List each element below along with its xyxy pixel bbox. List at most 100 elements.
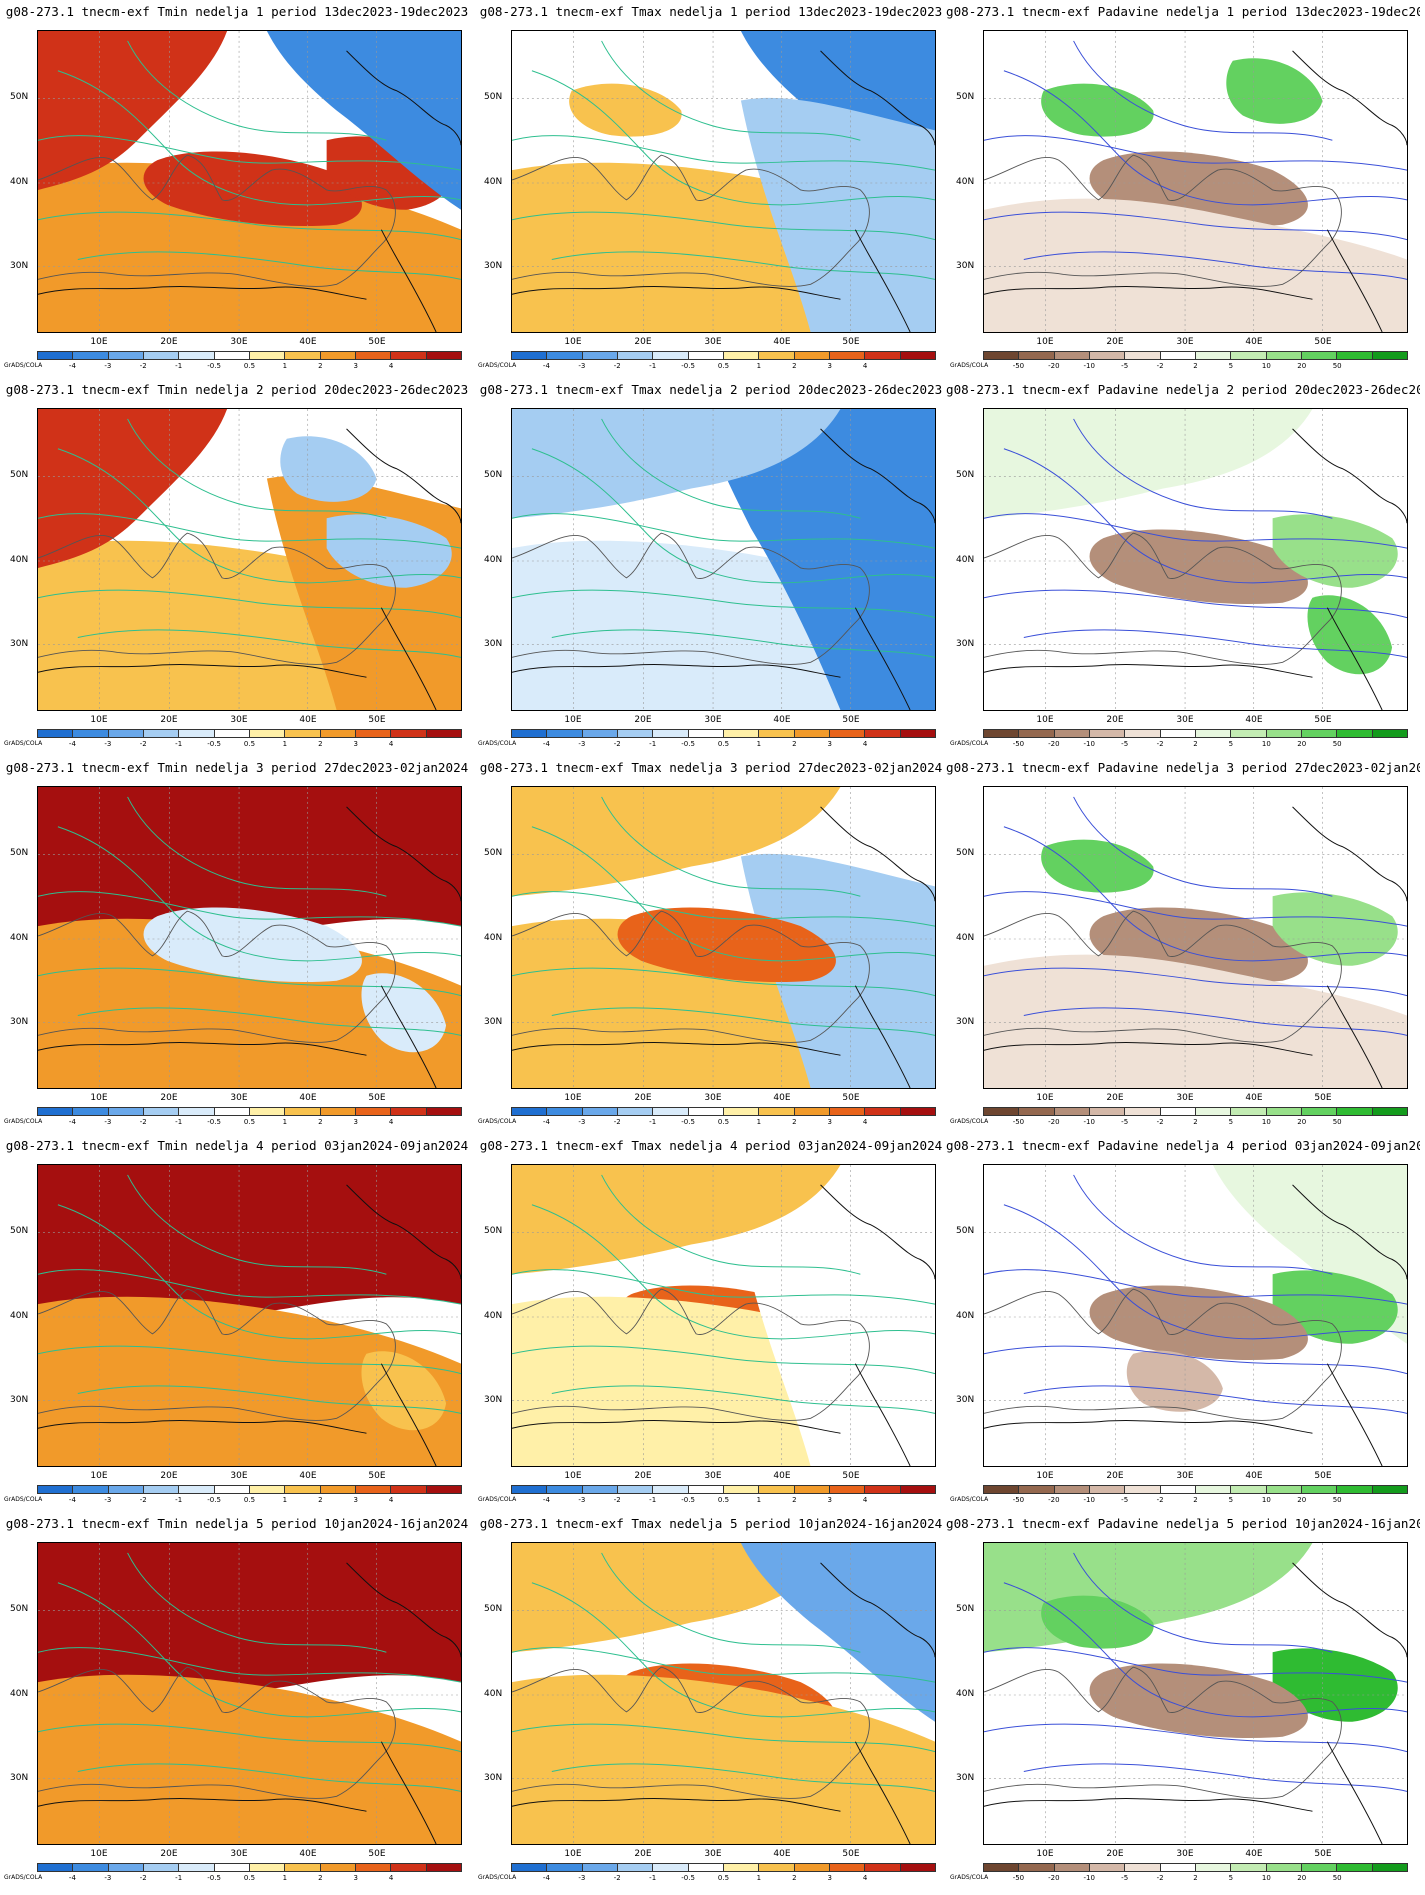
legend-swatch (1195, 730, 1232, 737)
border-line (512, 50, 935, 332)
latitude-label: 40N (10, 1689, 29, 1699)
anomaly-region (143, 907, 362, 983)
contour-line (512, 1647, 935, 1683)
legend-tick-label: 20 (1297, 362, 1307, 370)
panel-title: g08-273.1 tnecm-exf Tmin nedelja 5 perio… (5, 1516, 469, 1531)
contour-line (512, 135, 935, 171)
legend-swatch (582, 730, 618, 737)
contour-line (77, 1385, 461, 1414)
contour-line (984, 1269, 1407, 1305)
color-legend-bar (37, 1107, 462, 1116)
contour-line (38, 589, 461, 619)
legend-swatch (688, 1486, 724, 1493)
legend-tick-label: -2 (139, 362, 147, 370)
longitude-label: 50E (368, 715, 386, 725)
legend-tick-label: 4 (388, 740, 394, 748)
legend-swatch (38, 352, 74, 359)
contour-line (1023, 629, 1407, 658)
legend-tick-label: 2 (792, 1496, 797, 1504)
grads-credit: GrADS/COLA (950, 1874, 989, 1881)
anomaly-region (512, 409, 841, 519)
legend-swatch (38, 1108, 74, 1115)
legend-swatch (512, 1486, 548, 1493)
contour-line (57, 70, 461, 206)
legend-swatch (723, 1864, 760, 1871)
legend-tick-label: -2 (1156, 362, 1164, 370)
map-plot-area (511, 1164, 936, 1467)
legend-tick-label: -10 (1083, 1874, 1095, 1882)
legend-tick-label: -20 (1048, 362, 1060, 370)
legend-swatch (900, 352, 935, 359)
legend-swatch (1301, 1864, 1338, 1871)
latitude-label: 50N (10, 470, 29, 480)
legend-swatch (1231, 730, 1267, 737)
legend-swatch (320, 730, 356, 737)
longitude-label: 10E (1036, 1849, 1054, 1859)
longitude-label: 10E (90, 337, 108, 347)
map-panel-tmin-week-2: g08-273.1 tnecm-exf Tmin nedelja 2 perio… (0, 378, 474, 756)
legend-swatch (1054, 1864, 1090, 1871)
longitude-label: 20E (634, 715, 652, 725)
legend-tick-label: 0.5 (717, 740, 730, 748)
legend-swatch (355, 1108, 392, 1115)
border-line (984, 1184, 1407, 1466)
panel-title: g08-273.1 tnecm-exf Tmin nedelja 1 perio… (5, 4, 469, 19)
legend-tick-label: 1 (282, 1874, 288, 1882)
contour-line (38, 1647, 461, 1683)
legend-swatch (688, 730, 724, 737)
map-plot-area (511, 786, 936, 1089)
longitude-label: 30E (230, 337, 248, 347)
legend-tick-label: -20 (1048, 1496, 1060, 1504)
legend-tick-label: -5 (1121, 362, 1129, 370)
coastline (512, 1666, 870, 1799)
color-legend-bar (511, 351, 936, 360)
contour-line (1023, 1007, 1407, 1036)
legend-tick-label: 20 (1297, 1874, 1307, 1882)
contour-line (601, 1552, 861, 1653)
latitude-label: 50N (484, 1604, 503, 1614)
color-legend-bar (37, 1863, 462, 1872)
legend-swatch (1019, 1486, 1055, 1493)
contour-line (984, 513, 1407, 549)
longitude-label: 10E (564, 1471, 582, 1481)
legend-tick-label: 0.5 (243, 1874, 256, 1882)
contour-line (57, 1204, 461, 1340)
anomaly-region (38, 409, 228, 568)
legend-swatch (249, 352, 286, 359)
longitude-label: 40E (773, 337, 791, 347)
anomaly-region (1089, 1663, 1308, 1739)
legend-tick-label: 5 (1228, 740, 1234, 748)
longitude-label: 30E (230, 1093, 248, 1103)
latitude-label: 30N (484, 1395, 503, 1405)
anomaly-region (1126, 1350, 1223, 1412)
latitude-label: 50N (10, 92, 29, 102)
legend-swatch (547, 730, 583, 737)
color-legend-bar (511, 1863, 936, 1872)
legend-swatch (1231, 352, 1267, 359)
longitude-label: 10E (1036, 715, 1054, 725)
map-plot-area (37, 1164, 462, 1467)
legend-swatch (984, 352, 1020, 359)
contour-line (984, 891, 1407, 927)
legend-tick-label: -1 (175, 362, 183, 370)
border-line (512, 1562, 935, 1844)
legend-tick-label: -3 (578, 740, 586, 748)
legend-swatch (794, 352, 830, 359)
legend-swatch (1089, 352, 1126, 359)
contour-line (984, 589, 1407, 619)
legend-swatch (249, 1486, 286, 1493)
legend-swatch (179, 1864, 215, 1871)
legend-swatch (984, 1486, 1020, 1493)
legend-swatch (1266, 1108, 1302, 1115)
contour-line (1003, 1582, 1407, 1718)
legend-swatch (214, 1486, 250, 1493)
legend-tick-label: 1 (756, 1496, 762, 1504)
map-panel-prec-week-2: g08-273.1 tnecm-exf Padavine nedelja 2 p… (946, 378, 1420, 756)
legend-swatch (108, 352, 144, 359)
legend-swatch (1266, 730, 1302, 737)
legend-swatch (426, 1108, 461, 1115)
border-line (512, 1184, 935, 1466)
legend-swatch (179, 1108, 215, 1115)
legend-tick-label: -3 (104, 1874, 112, 1882)
legend-swatch (900, 1108, 935, 1115)
